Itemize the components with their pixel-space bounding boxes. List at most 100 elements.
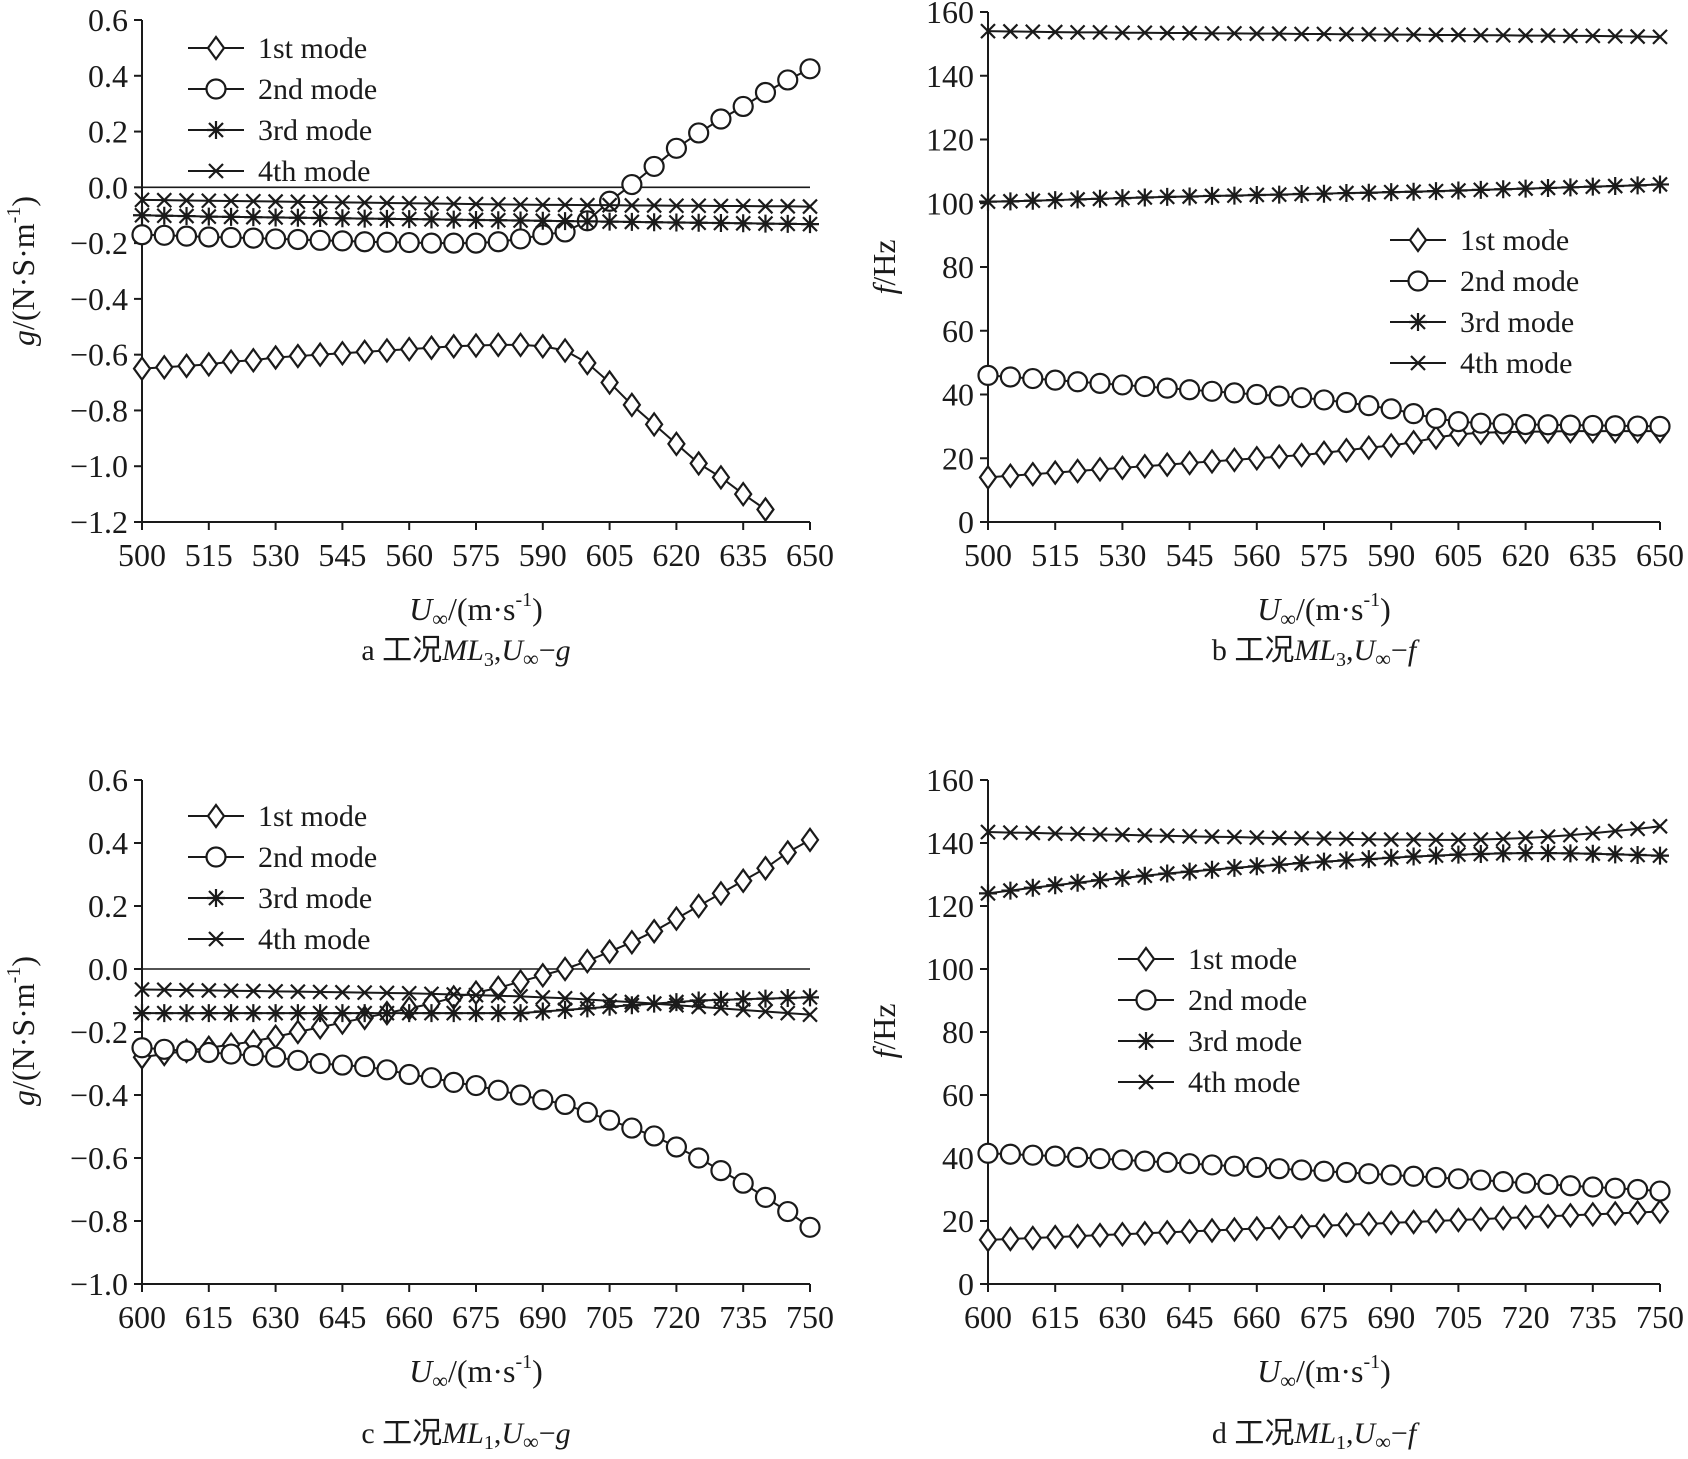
data-point-x bbox=[579, 991, 596, 1008]
data-point-x bbox=[178, 192, 195, 209]
data-point-x bbox=[1002, 824, 1019, 841]
y-tick-label: 120 bbox=[926, 888, 974, 924]
data-point-diamond bbox=[1180, 450, 1199, 476]
data-point-circle bbox=[198, 226, 220, 248]
data-point-diamond bbox=[1314, 1212, 1334, 1239]
data-point-asterisk bbox=[1583, 844, 1602, 863]
data-point-diamond bbox=[1068, 458, 1087, 484]
legend-marker-x bbox=[208, 163, 224, 179]
data-point-asterisk bbox=[1404, 847, 1423, 866]
series-asterisk bbox=[133, 206, 819, 234]
data-point-asterisk bbox=[133, 206, 151, 225]
data-point-diamond bbox=[1404, 429, 1423, 456]
data-point-asterisk bbox=[467, 210, 485, 229]
data-point-x bbox=[1338, 26, 1355, 43]
data-point-circle bbox=[777, 69, 799, 91]
data-point-x bbox=[1383, 831, 1399, 848]
data-point-x bbox=[1652, 818, 1668, 835]
data-point-asterisk bbox=[422, 1004, 441, 1023]
data-point-circle bbox=[621, 1117, 643, 1139]
data-point-asterisk bbox=[689, 213, 708, 232]
y-tick-label: −0.8 bbox=[70, 392, 128, 428]
data-point-circle bbox=[131, 1037, 153, 1059]
data-point-asterisk bbox=[377, 209, 396, 228]
data-point-x bbox=[1159, 25, 1175, 41]
data-point-diamond bbox=[622, 391, 642, 418]
data-point-circle bbox=[220, 226, 242, 249]
data-point-asterisk bbox=[1427, 182, 1445, 201]
data-point-x bbox=[1025, 23, 1041, 40]
data-point-x bbox=[1002, 23, 1019, 40]
data-point-x bbox=[1092, 24, 1108, 41]
y-tick-label: 40 bbox=[942, 1140, 974, 1176]
data-point-asterisk bbox=[1471, 845, 1490, 864]
data-point-asterisk bbox=[489, 211, 508, 230]
legend-label: 4th mode bbox=[1460, 347, 1573, 380]
data-point-x bbox=[1204, 828, 1220, 845]
data-point-circle bbox=[1246, 383, 1268, 406]
data-point-diamond bbox=[1023, 1225, 1043, 1251]
legend: 1st mode 2nd mode 3rd mode 4th mode bbox=[1390, 224, 1579, 380]
data-point-diamond bbox=[600, 938, 619, 965]
data-point-diamond bbox=[1247, 1215, 1267, 1242]
data-point-circle bbox=[509, 1084, 532, 1106]
data-point-asterisk bbox=[333, 209, 352, 228]
legend-label: 3rd mode bbox=[258, 882, 372, 915]
data-point-asterisk bbox=[1583, 177, 1602, 196]
data-point-x bbox=[1316, 830, 1332, 847]
data-point-asterisk bbox=[177, 207, 196, 226]
data-point-circle bbox=[265, 228, 287, 250]
y-axis-label: f/Hz bbox=[866, 239, 902, 294]
data-point-x bbox=[713, 198, 729, 214]
data-point-asterisk bbox=[756, 214, 775, 233]
y-tick-label: 0.6 bbox=[88, 2, 128, 38]
series-diamond bbox=[132, 332, 775, 523]
data-point-x bbox=[1047, 825, 1063, 842]
data-point-diamond bbox=[1292, 1213, 1311, 1240]
data-point-circle bbox=[1649, 415, 1671, 437]
data-point-diamond bbox=[221, 348, 241, 375]
data-point-diamond bbox=[1225, 446, 1244, 473]
data-point-x bbox=[802, 198, 818, 215]
data-point-diamond bbox=[310, 341, 330, 368]
data-point-asterisk bbox=[801, 988, 819, 1007]
data-point-x bbox=[1181, 25, 1198, 41]
data-point-circle bbox=[309, 229, 331, 251]
y-tick-label: 0.4 bbox=[88, 825, 128, 861]
y-axis-label: f/Hz bbox=[866, 1003, 902, 1058]
data-point-x bbox=[356, 194, 373, 211]
data-point-asterisk bbox=[422, 210, 441, 229]
data-point-circle bbox=[1335, 1161, 1358, 1184]
x-axis-label: U∞/(m·s-1) bbox=[409, 589, 543, 631]
data-point-x bbox=[713, 1000, 729, 1017]
y-tick-label: 20 bbox=[942, 440, 974, 476]
data-point-diamond bbox=[511, 332, 530, 358]
data-point-circle bbox=[1089, 372, 1111, 394]
x-tick-label: 590 bbox=[1367, 537, 1415, 573]
data-point-asterisk bbox=[667, 213, 686, 232]
data-point-x bbox=[1495, 831, 1511, 847]
data-point-diamond bbox=[711, 464, 731, 491]
series-circle bbox=[977, 364, 1671, 437]
data-point-circle bbox=[598, 1109, 621, 1131]
data-point-x bbox=[156, 982, 173, 998]
data-point-asterisk bbox=[1068, 190, 1087, 209]
data-point-circle bbox=[1559, 414, 1582, 436]
data-point-x bbox=[1204, 25, 1220, 42]
data-point-x bbox=[1629, 821, 1646, 837]
data-point-circle bbox=[175, 1040, 198, 1062]
data-point-circle bbox=[754, 1186, 777, 1208]
x-tick-label: 620 bbox=[1502, 537, 1550, 573]
legend-marker-asterisk bbox=[207, 121, 225, 139]
data-point-circle bbox=[465, 232, 487, 254]
x-tick-label: 705 bbox=[586, 1299, 634, 1335]
data-point-circle bbox=[487, 231, 509, 253]
data-point-circle bbox=[153, 1038, 175, 1060]
data-point-x bbox=[1652, 29, 1668, 45]
data-point-circle bbox=[287, 1049, 309, 1071]
data-point-x bbox=[1361, 831, 1377, 847]
legend: 1st mode 2nd mode 3rd mode 4th mode bbox=[188, 32, 377, 188]
data-point-x bbox=[779, 1005, 796, 1021]
series-x bbox=[134, 192, 818, 215]
